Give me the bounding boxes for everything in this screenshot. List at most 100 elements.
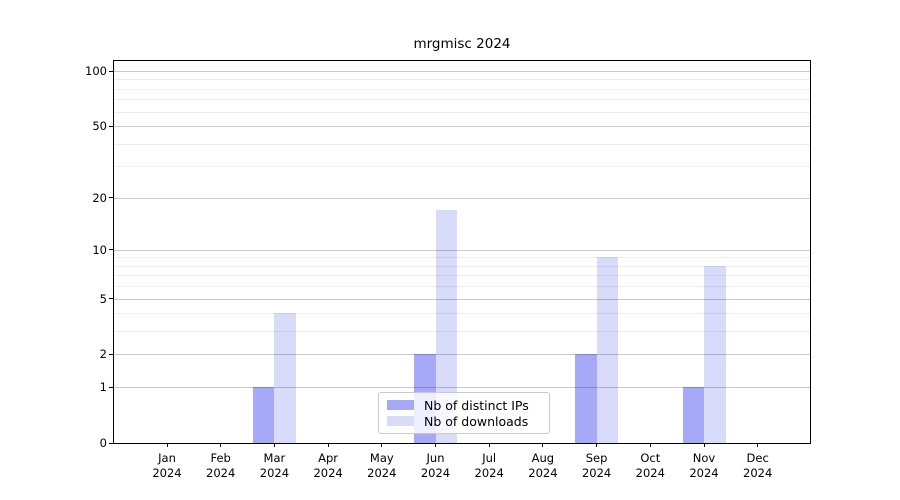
y-axis-tick-mark — [109, 386, 113, 388]
y-axis-tick-mark — [109, 249, 113, 251]
x-axis-tick-mark — [596, 443, 598, 447]
x-tick-year: 2024 — [367, 466, 397, 480]
legend-entry-distinct-ips: Nb of distinct IPs — [387, 397, 541, 413]
gridline-major — [114, 126, 810, 128]
bar-distinct-ips-sep — [575, 354, 597, 443]
gridline-minor — [114, 265, 810, 267]
x-tick-month: Nov — [692, 451, 716, 465]
x-tick-month: Jan — [158, 451, 176, 465]
y-axis-tick-label: 0 — [99, 436, 107, 450]
x-axis-tick-label: Apr 2024 — [301, 451, 355, 481]
y-axis-tick-label: 2 — [99, 347, 107, 362]
gridline-minor — [114, 275, 810, 277]
y-axis-tick-label: 10 — [92, 242, 107, 257]
bar-downloads-jun — [435, 210, 457, 443]
gridline-minor — [114, 111, 810, 113]
x-tick-month: Apr — [318, 451, 339, 465]
bar-distinct-ips-nov — [682, 387, 704, 443]
x-axis-tick-label: Jun 2024 — [409, 451, 463, 481]
x-axis-tick-mark — [220, 443, 222, 447]
x-tick-year: 2024 — [689, 466, 719, 480]
x-axis-tick-mark — [542, 443, 544, 447]
x-axis-tick-mark — [273, 443, 275, 447]
y-axis-tick-label: 1 — [99, 380, 107, 395]
x-axis-tick-mark — [327, 443, 329, 447]
x-tick-month: Sep — [585, 451, 608, 465]
x-axis-tick-mark — [166, 443, 168, 447]
x-tick-month: May — [369, 451, 394, 465]
legend: Nb of distinct IPs Nb of downloads — [378, 392, 550, 434]
x-axis-tick-label: Jul 2024 — [462, 451, 516, 481]
x-tick-year: 2024 — [474, 466, 504, 480]
x-axis-tick-mark — [381, 443, 383, 447]
x-tick-month: Jul — [482, 451, 497, 465]
x-axis-tick-label: Feb 2024 — [194, 451, 248, 481]
x-axis-tick-label: Sep 2024 — [570, 451, 624, 481]
gridline-major — [114, 197, 810, 199]
y-axis-tick-label: 5 — [99, 291, 107, 306]
x-axis-tick-label: Nov 2024 — [677, 451, 731, 481]
gridline-major — [114, 249, 810, 251]
bar-downloads-nov — [704, 265, 726, 443]
y-axis-tick-mark — [109, 353, 113, 355]
gridline-minor — [114, 257, 810, 259]
x-axis-tick-mark — [703, 443, 705, 447]
gridline-major — [114, 71, 810, 72]
y-axis-tick-label: 50 — [92, 119, 107, 134]
x-tick-year: 2024 — [206, 466, 236, 480]
bar-downloads-mar — [274, 313, 296, 443]
gridline-minor — [114, 88, 810, 90]
x-tick-year: 2024 — [743, 466, 773, 480]
x-tick-month: Jun — [426, 451, 445, 465]
gridline-minor — [114, 79, 810, 81]
y-axis-tick-mark — [109, 298, 113, 300]
legend-swatch-distinct-ips — [387, 400, 414, 410]
y-axis-tick-label: 100 — [85, 64, 107, 78]
x-tick-month: Oct — [640, 451, 661, 465]
plot-area — [113, 60, 811, 444]
gridline-minor — [114, 313, 810, 315]
gridline-major — [114, 298, 810, 300]
gridline-minor — [114, 143, 810, 145]
x-axis-tick-mark — [649, 443, 651, 447]
gridline-major — [114, 387, 810, 389]
x-axis-tick-label: Aug 2024 — [516, 451, 570, 481]
y-axis-tick-mark — [109, 197, 113, 199]
x-tick-month: Aug — [531, 451, 555, 465]
gridline-minor — [114, 99, 810, 101]
x-axis-tick-label: Mar 2024 — [247, 451, 301, 481]
y-axis-tick-mark — [109, 442, 113, 444]
x-tick-year: 2024 — [152, 466, 182, 480]
y-axis-tick-mark — [109, 125, 113, 127]
x-tick-year: 2024 — [313, 466, 343, 480]
gridline-minor — [114, 166, 810, 168]
legend-label-distinct-ips: Nb of distinct IPs — [424, 397, 529, 413]
legend-label-downloads: Nb of downloads — [424, 413, 529, 429]
x-tick-month: Mar — [263, 451, 286, 465]
x-tick-year: 2024 — [581, 466, 612, 480]
x-tick-month: Feb — [210, 451, 231, 465]
x-axis-tick-mark — [757, 443, 759, 447]
x-axis-tick-label: May 2024 — [355, 451, 409, 481]
x-axis-tick-label: Jan 2024 — [140, 451, 194, 481]
gridline-minor — [114, 286, 810, 288]
legend-entry-downloads: Nb of downloads — [387, 413, 541, 429]
x-tick-month: Dec — [746, 451, 769, 465]
x-tick-year: 2024 — [259, 466, 290, 480]
bar-distinct-ips-mar — [252, 387, 275, 443]
x-axis-tick-label: Dec 2024 — [731, 451, 785, 481]
gridline-major — [114, 354, 810, 356]
gridline-minor — [114, 331, 810, 333]
legend-swatch-downloads — [387, 416, 414, 426]
y-axis-tick-mark — [109, 70, 113, 72]
y-axis-tick-label: 20 — [92, 190, 107, 205]
x-tick-year: 2024 — [420, 466, 451, 480]
bar-downloads-sep — [596, 257, 619, 443]
x-tick-year: 2024 — [635, 466, 665, 480]
chart-title: mrgmisc 2024 — [413, 36, 511, 52]
x-axis-tick-mark — [435, 443, 436, 447]
x-axis-tick-mark — [488, 443, 490, 447]
x-tick-year: 2024 — [528, 466, 558, 480]
x-axis-tick-label: Oct 2024 — [623, 451, 677, 481]
